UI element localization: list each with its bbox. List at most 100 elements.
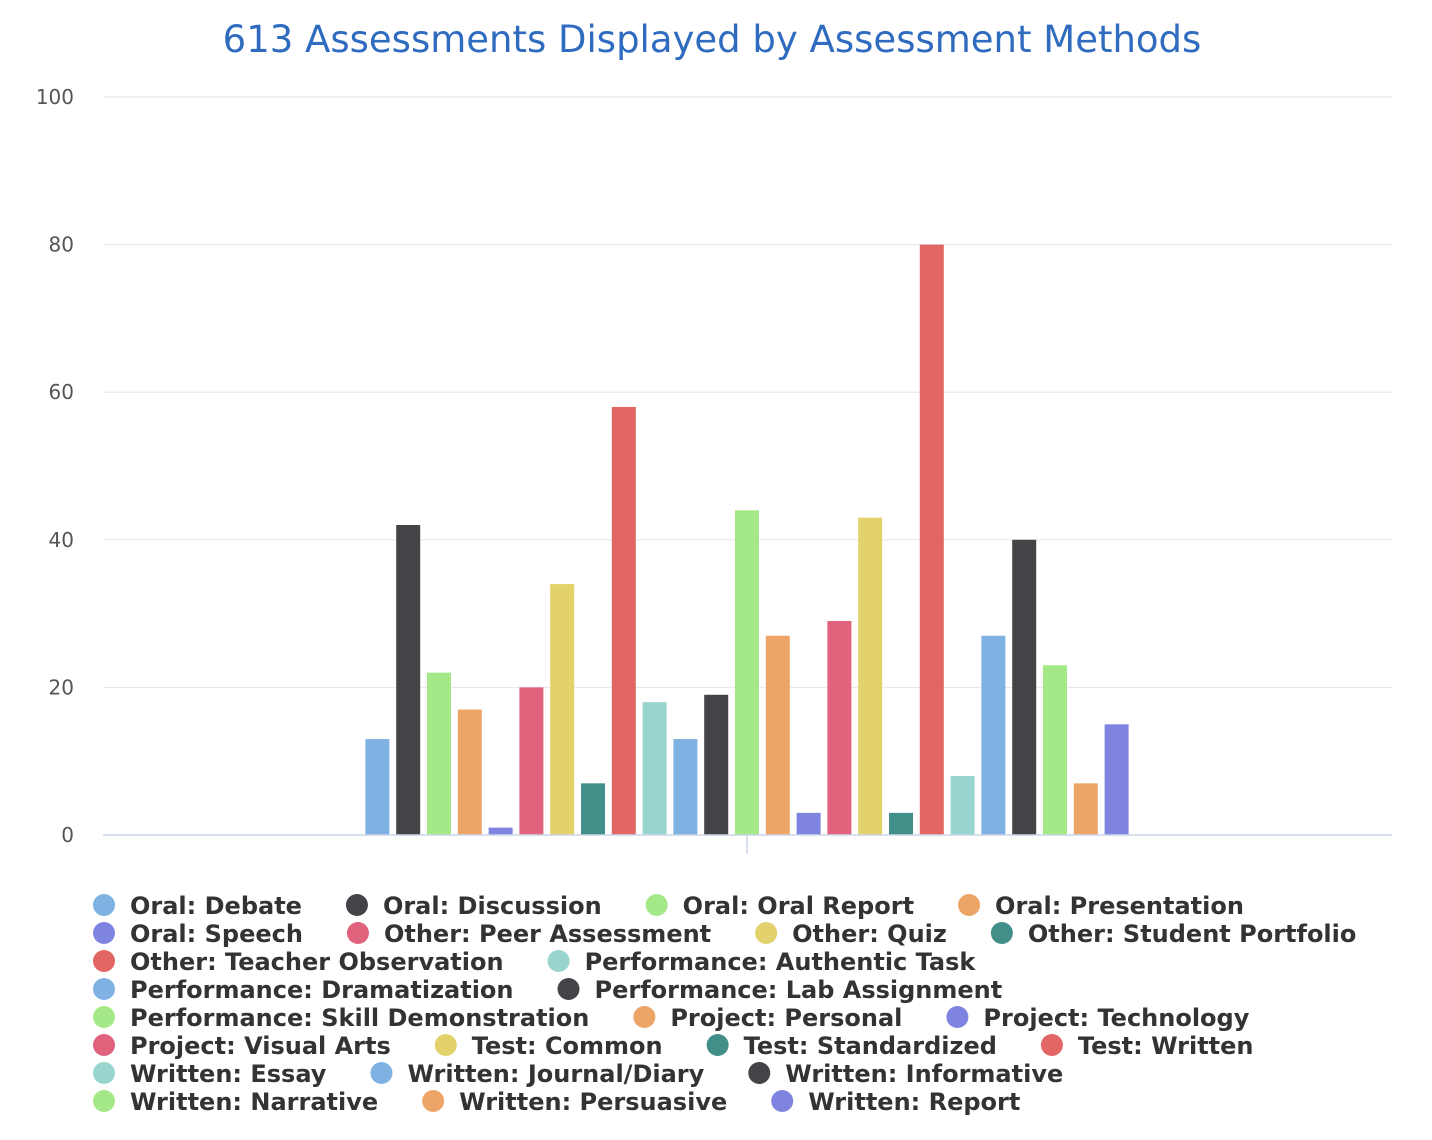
legend: Oral: Debate Oral: Discussion Oral: Oral R… [93, 892, 1356, 1116]
legend-label: Performance: Skill Demonstration [130, 1004, 589, 1032]
bar[interactable] [735, 510, 759, 835]
bar[interactable] [550, 584, 575, 835]
legend-label: Test: Standardized [744, 1032, 997, 1060]
legend-marker-icon [771, 1090, 794, 1112]
legend-marker-icon [93, 950, 115, 972]
legend-marker-icon [93, 922, 115, 944]
legend-item[interactable]: Oral: Presentation [958, 892, 1244, 920]
legend-label: Written: Informative [785, 1060, 1063, 1088]
legend-item[interactable]: Other: Student Portfolio [990, 920, 1357, 948]
legend-item[interactable]: Other: Peer Assessment [346, 920, 711, 948]
legend-item[interactable]: Test: Standardized [706, 1032, 997, 1060]
legend-item[interactable]: Performance: Skill Demonstration [93, 1004, 589, 1032]
bar[interactable] [396, 525, 421, 835]
bar[interactable] [642, 702, 667, 835]
legend-label: Oral: Speech [130, 920, 303, 948]
legend-marker-icon [755, 922, 778, 944]
legend-item[interactable]: Project: Technology [946, 1004, 1250, 1032]
bar[interactable] [827, 620, 852, 835]
legend-item[interactable]: Project: Personal [633, 1004, 902, 1032]
legend-label: Other: Peer Assessment [384, 920, 711, 948]
legend-label: Oral: Oral Report [683, 892, 914, 920]
legend-marker-icon [346, 922, 369, 944]
legend-marker-icon [990, 922, 1013, 944]
bar[interactable] [488, 827, 513, 835]
legend-marker-icon [434, 1034, 457, 1056]
legend-item[interactable]: Written: Journal/Diary [370, 1060, 705, 1088]
bar[interactable] [919, 244, 944, 836]
legend-item[interactable]: Written: Report [771, 1088, 1020, 1116]
legend-label: Project: Technology [983, 1004, 1249, 1032]
y-tick-label: 100 [36, 85, 74, 109]
legend-item[interactable]: Performance: Dramatization [93, 976, 514, 1004]
legend-item[interactable]: Oral: Discussion [345, 892, 602, 920]
chart-title: 613 Assessments Displayed by Assessment … [223, 18, 1202, 61]
legend-label: Other: Student Portfolio [1028, 920, 1357, 948]
legend-item[interactable]: Written: Essay [93, 1060, 327, 1088]
legend-item[interactable]: Performance: Lab Assignment [557, 976, 1003, 1004]
legend-item[interactable]: Written: Persuasive [422, 1088, 727, 1116]
bar[interactable] [796, 812, 821, 835]
y-tick-label: 0 [61, 823, 74, 847]
bar[interactable] [1073, 783, 1098, 835]
legend-item[interactable]: Other: Teacher Observation [93, 948, 504, 976]
bar[interactable] [1012, 539, 1037, 835]
legend-label: Oral: Debate [130, 892, 302, 920]
legend-item[interactable]: Other: Quiz [755, 920, 947, 948]
legend-marker-icon [422, 1090, 445, 1112]
legend-label: Project: Visual Arts [130, 1032, 391, 1060]
legend-label: Written: Narrative [130, 1088, 378, 1116]
legend-item[interactable]: Oral: Speech [93, 920, 303, 948]
bar[interactable] [889, 812, 913, 835]
legend-item[interactable]: Test: Written [1040, 1032, 1254, 1060]
legend-item[interactable]: Performance: Authentic Task [547, 948, 977, 976]
legend-label: Written: Journal/Diary [407, 1060, 704, 1088]
legend-label: Performance: Authentic Task [585, 948, 977, 976]
legend-label: Other: Teacher Observation [130, 948, 504, 976]
bar[interactable] [704, 694, 729, 835]
legend-marker-icon [93, 1034, 115, 1056]
bars [365, 244, 1129, 836]
bar[interactable] [581, 783, 605, 835]
legend-item[interactable]: Oral: Debate [93, 892, 302, 920]
bar[interactable] [765, 635, 790, 835]
legend-label: Project: Personal [670, 1004, 902, 1032]
y-tick-label: 80 [49, 233, 74, 257]
bar[interactable] [611, 406, 636, 835]
bar[interactable] [457, 709, 482, 835]
legend-label: Test: Written [1078, 1032, 1254, 1060]
legend-marker-icon [633, 1006, 656, 1028]
y-tick-label: 40 [49, 528, 74, 552]
legend-item[interactable]: Written: Informative [748, 1060, 1063, 1088]
legend-marker-icon [1040, 1034, 1063, 1056]
legend-item[interactable]: Written: Narrative [93, 1088, 378, 1116]
legend-label: Test: Common [472, 1032, 663, 1060]
y-tick-label: 60 [49, 380, 74, 404]
legend-label: Performance: Lab Assignment [595, 976, 1003, 1004]
bar[interactable] [1104, 724, 1129, 835]
legend-marker-icon [93, 1090, 115, 1112]
bar[interactable] [365, 739, 390, 835]
bar[interactable] [519, 687, 544, 835]
y-tick-label: 20 [49, 675, 74, 699]
legend-marker-icon [946, 1006, 969, 1028]
bar[interactable] [673, 739, 698, 835]
legend-item[interactable]: Test: Common [434, 1032, 663, 1060]
legend-marker-icon [345, 894, 368, 916]
legend-item[interactable]: Project: Visual Arts [93, 1032, 391, 1060]
bar[interactable] [858, 517, 883, 835]
legend-marker-icon [557, 978, 580, 1000]
bar[interactable] [981, 635, 1006, 835]
legend-item[interactable]: Oral: Oral Report [645, 892, 914, 920]
legend-marker-icon [93, 978, 115, 1000]
legend-marker-icon [958, 894, 981, 916]
legend-label: Written: Report [808, 1088, 1020, 1116]
legend-label: Written: Essay [130, 1060, 327, 1088]
legend-label: Performance: Dramatization [130, 976, 514, 1004]
legend-marker-icon [547, 950, 570, 972]
bar[interactable] [1043, 665, 1067, 835]
bar[interactable] [950, 775, 975, 835]
bar[interactable] [427, 672, 451, 835]
